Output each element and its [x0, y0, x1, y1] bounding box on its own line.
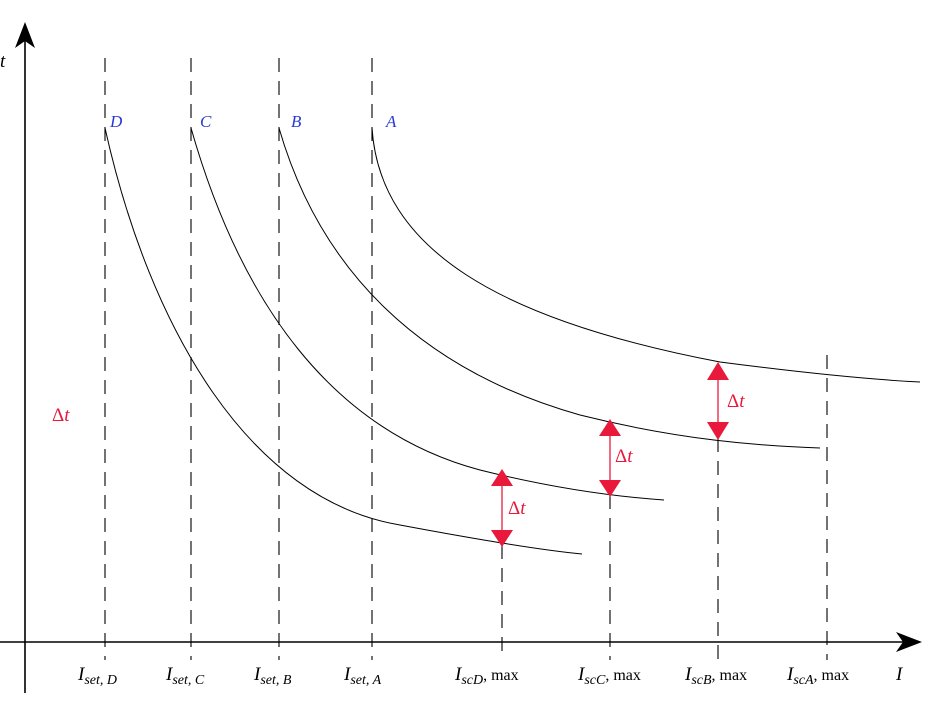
sc-label-b: IscB, max: [684, 664, 747, 688]
curve-d: [104, 127, 583, 555]
y-axis-label: t: [0, 51, 6, 72]
delta-t-label-dc: Δt: [508, 498, 526, 519]
curve-label-c: C: [200, 112, 212, 131]
curve-label-d: D: [109, 112, 123, 131]
delta-t-label-legend: Δt: [52, 405, 70, 426]
sc-label-a: IscA, max: [786, 664, 849, 688]
delta-arrow-cb: [599, 419, 621, 497]
curve-a: [371, 127, 921, 383]
x-axis-label: I: [895, 664, 904, 685]
set-label-d: Iset, D: [77, 664, 117, 688]
delta-t-label-cb: Δt: [615, 446, 633, 467]
y-axis-arrow: [15, 22, 35, 48]
curve-b: [278, 127, 821, 449]
x-axis-arrow: [896, 632, 922, 652]
curve-label-a: A: [385, 112, 397, 131]
set-label-c: Iset, C: [165, 664, 205, 688]
set-label-a: Iset, A: [343, 664, 382, 688]
delta-arrow-dc: [491, 469, 513, 547]
sc-label-c: IscC, max: [577, 664, 641, 688]
sc-label-d: IscD, max: [454, 664, 519, 688]
set-label-b: Iset, B: [253, 664, 292, 688]
curve-c: [190, 127, 665, 501]
delta-t-label-ba: Δt: [727, 391, 745, 412]
delta-arrow-ba: [707, 362, 729, 440]
curve-label-b: B: [291, 112, 302, 131]
